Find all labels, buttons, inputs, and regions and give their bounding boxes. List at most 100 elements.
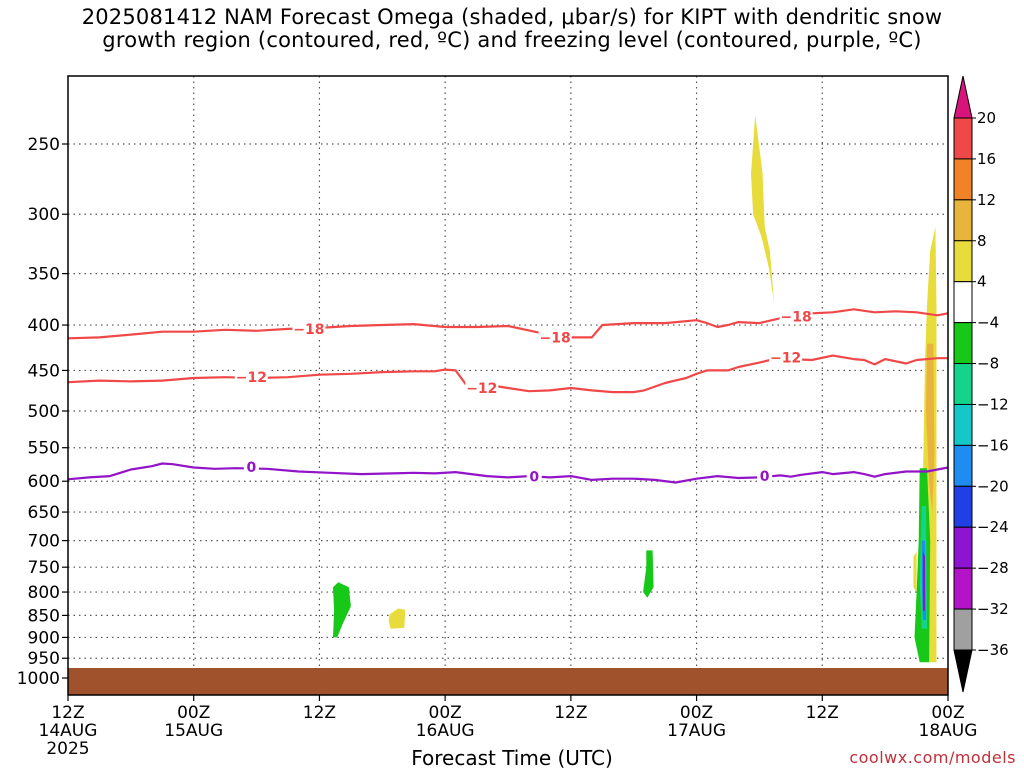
colorbar-label: −8 [977,355,999,373]
y-tick-label: 250 [28,135,60,155]
colorbar-band [953,403,973,446]
contour-label: 0 [246,460,256,476]
y-tick-label: 850 [28,606,60,626]
contour-label-bg [465,379,499,396]
colorbar-label: −20 [977,477,1009,495]
contour-line [67,308,949,340]
colorbar-label: 20 [977,109,996,127]
omega-region-yellow-upper [751,115,775,304]
omega-region-purple-right [922,551,925,611]
colorbar-label: −12 [977,395,1009,413]
colorbar-band [953,158,973,201]
colorbar-band [953,240,973,283]
omega-region-yellow-sliver [913,551,917,592]
x-tick-label: 17AUG [667,721,726,741]
colorbar-label: −24 [977,518,1009,536]
colorbar-band [953,199,973,242]
chart-title: 2025081412 NAM Forecast Omega (shaded, μ… [0,6,1024,52]
x-tick-label: 2025 [46,739,89,759]
colorbar-band [953,363,973,405]
x-tick-label: 18AUG [919,721,978,741]
x-tick-label: 15AUG [164,721,223,741]
colorbar-band [953,117,973,160]
title-line-2: growth region (contoured, red, ºC) and f… [102,28,922,52]
colorbar-label: 12 [977,191,996,209]
contour-label: −12 [466,381,497,397]
y-tick-label: 1000 [17,669,60,689]
y-tick-label: 300 [28,205,60,225]
colorbar-band [953,281,973,324]
contour-label-bg [757,468,773,485]
y-tick-label: 350 [28,265,60,285]
colorbar-bottom-arrow [953,649,973,693]
x-tick-label: 00Z [931,703,964,723]
contour-label: 0 [529,470,539,486]
y-tick-label: 450 [28,361,60,381]
ground-layer [68,668,948,695]
contour-label-bg [769,349,803,366]
y-axis: 2503003504004505005506006507007508008509… [17,135,68,689]
colorbar-label: −36 [977,641,1009,659]
grid-lines [68,76,948,695]
colorbar-label: −4 [977,314,999,332]
y-tick-label: 700 [28,532,60,552]
contour-label: −12 [770,350,801,366]
x-tick-label: 14AUG [39,721,98,741]
x-tick-label: 12Z [303,703,336,723]
colorbar-label: −16 [977,436,1009,454]
colorbar-label: 4 [977,273,987,291]
x-axis-title: Forecast Time (UTC) [411,746,613,770]
colorbar-band [953,485,973,528]
colorbar-label: 8 [977,232,987,250]
colorbar-band [953,567,973,610]
omega-region-green-left [333,582,351,638]
colorbar-band [953,322,973,365]
y-tick-label: 600 [28,472,60,492]
contour-label: −18 [540,330,571,346]
plot-frame [67,75,949,696]
contour-label-bg [243,458,259,475]
y-tick-label: 900 [28,628,60,648]
y-tick-label: 800 [28,583,60,603]
x-tick-label: 12Z [806,703,839,723]
contour-label-bg [526,468,542,485]
x-tick-label: 00Z [680,703,713,723]
colorbar-label: −32 [977,600,1009,618]
x-tick-label: 12Z [554,703,587,723]
site-credit: coolwx.com/models [849,748,1016,767]
y-tick-label: 500 [28,402,60,422]
colorbar: 20 16 12 8 4 −4 −8 −12 −16 −20 −24 −28 −32 −36 [953,75,1009,693]
x-tick-label: 00Z [429,703,462,723]
colorbar-band [953,444,973,487]
contour-label: 0 [760,469,770,485]
contours: −18 −18 −18 −12 −12 −12 0 0 0 [67,308,949,486]
x-tick-label: 12Z [51,703,84,723]
contour-line [67,354,948,394]
colorbar-band [953,526,973,569]
omega-region-yellow-small [388,608,406,629]
omega-shading [333,115,937,663]
colorbar-band [953,608,973,651]
terrain-fill [68,668,948,695]
colorbar-label: 16 [977,150,996,168]
y-tick-label: 750 [28,558,60,578]
colorbar-label: −28 [977,559,1009,577]
y-tick-label: 650 [28,503,60,523]
omega-region-green-center [643,550,654,598]
colorbar-top-arrow [953,75,973,119]
contour-label-bg [779,308,813,325]
contour-label-bg [538,329,572,346]
x-tick-label: 16AUG [416,721,475,741]
contour-label-bg [292,320,326,337]
contour-label: −12 [236,370,267,386]
y-tick-label: 950 [28,649,60,669]
contour-label: −18 [780,309,811,325]
y-tick-label: 550 [28,439,60,459]
x-tick-label: 00Z [177,703,210,723]
y-tick-label: 400 [28,316,60,336]
title-line-1: 2025081412 NAM Forecast Omega (shaded, μ… [81,5,943,29]
contour-line [67,462,949,484]
contour-label: −18 [293,322,324,338]
